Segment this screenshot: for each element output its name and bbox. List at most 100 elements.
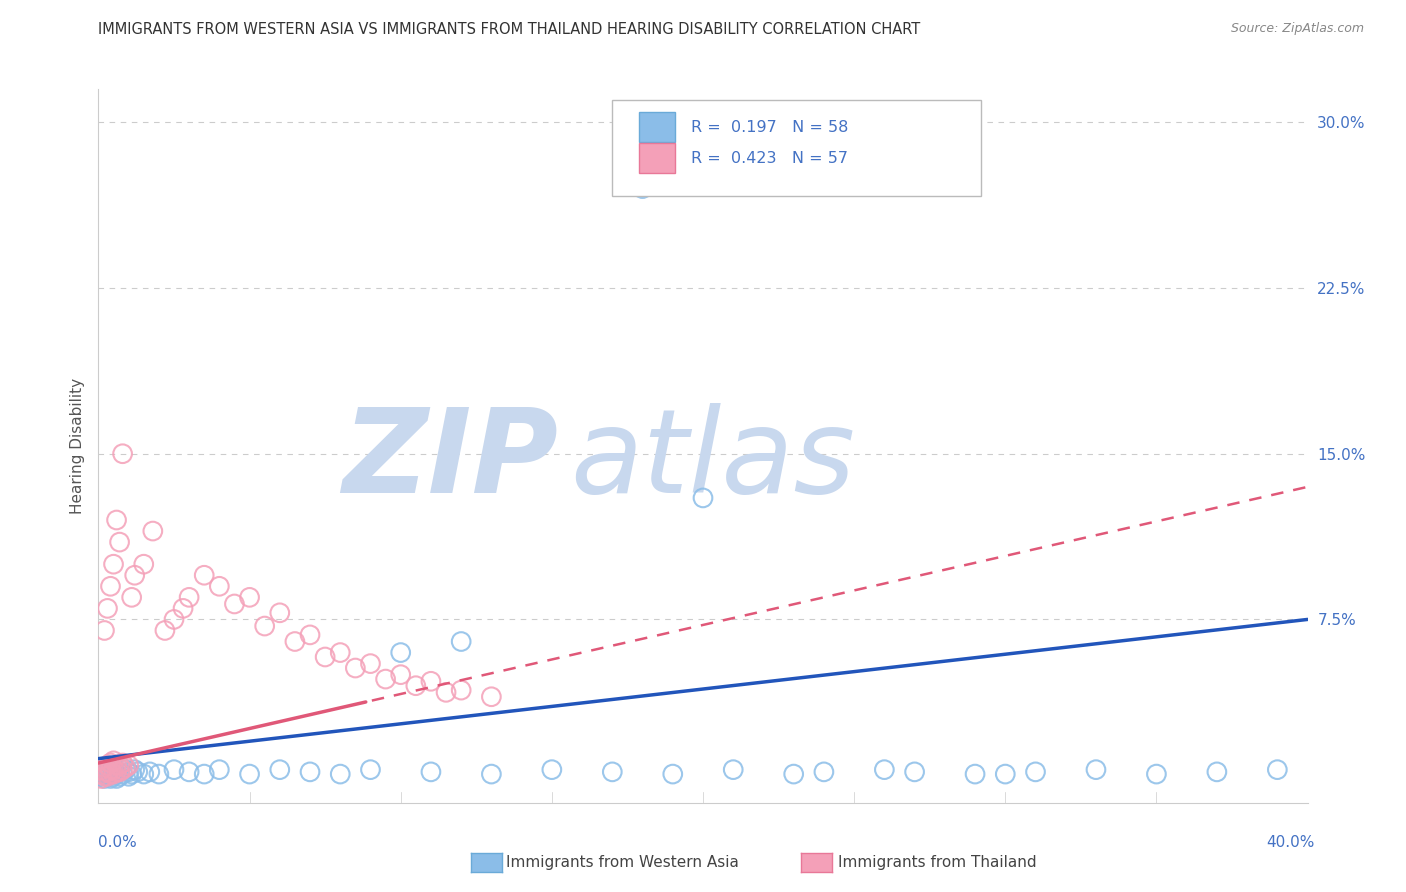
Point <box>96 758 118 772</box>
Point <box>118 769 141 783</box>
Point <box>434 685 457 699</box>
Point <box>96 601 118 615</box>
Point <box>904 764 927 779</box>
Point <box>96 769 118 783</box>
Point <box>90 764 112 779</box>
Point <box>111 767 134 781</box>
Point <box>239 767 262 781</box>
Point <box>118 764 141 779</box>
Point <box>179 764 201 779</box>
Point <box>405 679 427 693</box>
Point <box>662 767 685 781</box>
Point <box>108 535 131 549</box>
Point <box>93 760 115 774</box>
Point <box>108 769 131 783</box>
Point <box>179 591 201 605</box>
Point <box>121 591 143 605</box>
Point <box>103 760 125 774</box>
Point <box>132 558 155 572</box>
Point <box>481 690 503 704</box>
Point <box>329 767 352 781</box>
Point <box>163 612 186 626</box>
Point <box>93 769 115 783</box>
Point <box>269 763 291 777</box>
Point <box>105 758 128 772</box>
Text: R =  0.423   N = 57: R = 0.423 N = 57 <box>690 151 848 166</box>
Text: R =  0.197   N = 58: R = 0.197 N = 58 <box>690 120 848 135</box>
Point <box>224 597 246 611</box>
Point <box>111 756 134 770</box>
Point <box>103 754 125 768</box>
Y-axis label: Hearing Disability: Hearing Disability <box>69 378 84 514</box>
Text: 0.0%: 0.0% <box>98 836 138 850</box>
Point <box>96 767 118 781</box>
Point <box>153 624 176 638</box>
Point <box>100 772 122 786</box>
Point <box>602 764 624 779</box>
Point <box>93 763 115 777</box>
Point <box>96 763 118 777</box>
Bar <box>638 112 675 142</box>
Point <box>723 763 745 777</box>
Point <box>100 767 122 781</box>
Point <box>783 767 806 781</box>
Point <box>172 601 194 615</box>
Point <box>1206 764 1229 779</box>
Point <box>360 763 382 777</box>
Point <box>103 763 125 777</box>
Point <box>118 758 141 772</box>
Point <box>105 772 128 786</box>
Text: IMMIGRANTS FROM WESTERN ASIA VS IMMIGRANTS FROM THAILAND HEARING DISABILITY CORR: IMMIGRANTS FROM WESTERN ASIA VS IMMIGRAN… <box>98 22 921 37</box>
Point <box>314 650 336 665</box>
Point <box>124 568 146 582</box>
Text: atlas: atlas <box>569 403 855 517</box>
Point <box>100 763 122 777</box>
Point <box>105 767 128 781</box>
Point <box>93 767 115 781</box>
Point <box>108 764 131 779</box>
Point <box>540 763 562 777</box>
Point <box>100 756 122 770</box>
Point <box>193 767 215 781</box>
Point <box>873 763 896 777</box>
Point <box>105 513 128 527</box>
Text: Immigrants from Western Asia: Immigrants from Western Asia <box>506 855 740 870</box>
Point <box>100 764 122 779</box>
Point <box>163 763 186 777</box>
Point <box>389 667 412 681</box>
Point <box>284 634 307 648</box>
Point <box>239 591 262 605</box>
Point <box>93 624 115 638</box>
Point <box>1085 763 1108 777</box>
Point <box>193 568 215 582</box>
Point <box>103 764 125 779</box>
Text: 40.0%: 40.0% <box>1267 836 1315 850</box>
Point <box>420 674 443 689</box>
Point <box>124 763 146 777</box>
Point <box>100 767 122 781</box>
Point <box>114 763 136 777</box>
Point <box>329 646 352 660</box>
Point <box>208 579 231 593</box>
FancyBboxPatch shape <box>613 100 981 196</box>
Point <box>1144 767 1167 781</box>
Point <box>108 758 131 772</box>
Point <box>93 764 115 779</box>
Point <box>631 181 654 195</box>
Point <box>103 558 125 572</box>
Point <box>1024 764 1046 779</box>
Point <box>994 767 1017 781</box>
Point <box>96 769 118 783</box>
Point <box>108 764 131 779</box>
Point <box>450 683 472 698</box>
Point <box>90 763 112 777</box>
Point <box>269 606 291 620</box>
Point <box>139 764 162 779</box>
Point <box>103 769 125 783</box>
Point <box>148 767 170 781</box>
Point <box>132 767 155 781</box>
Point <box>1267 763 1289 777</box>
Point <box>450 634 472 648</box>
Point <box>111 447 134 461</box>
Point <box>121 767 143 781</box>
